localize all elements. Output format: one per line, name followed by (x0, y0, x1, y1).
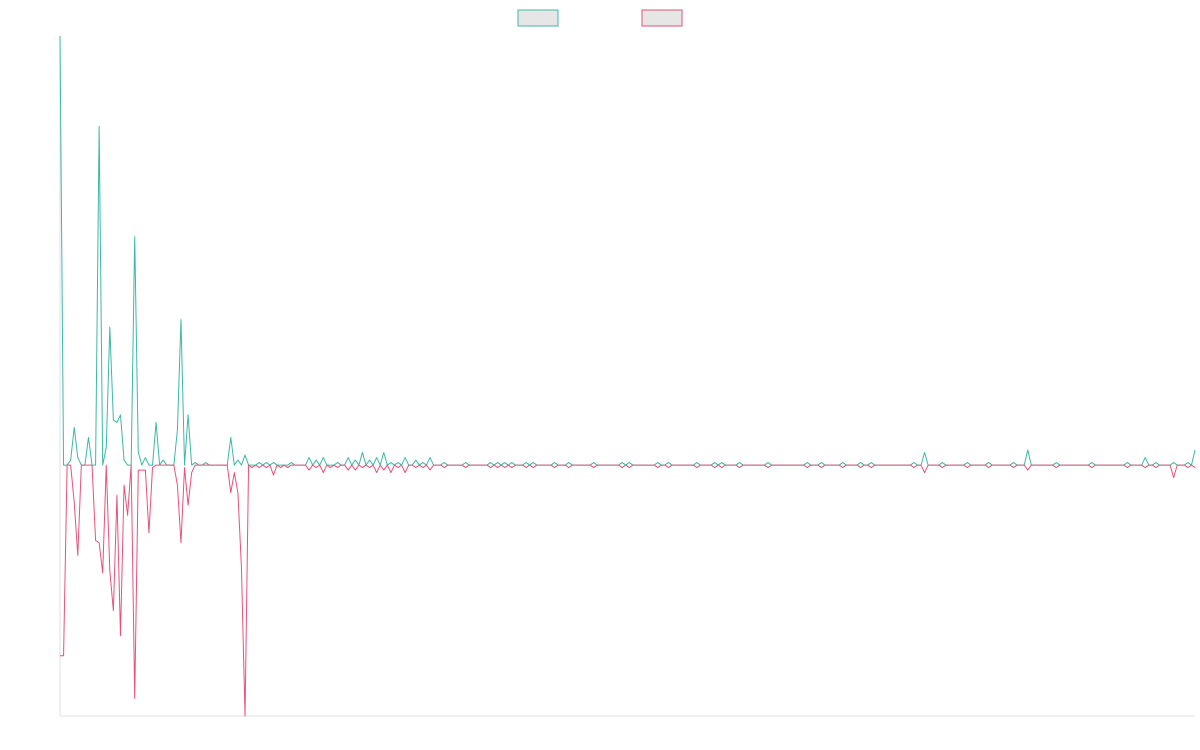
legend-item-1[interactable] (517, 9, 559, 27)
legend-item-2[interactable] (641, 9, 683, 27)
series-line-1[interactable] (59, 35, 1196, 466)
legend[interactable] (517, 9, 683, 27)
plot-area (59, 35, 1196, 717)
series-line-2[interactable] (60, 464, 1196, 717)
legend-swatch-1[interactable] (517, 9, 559, 27)
legend-swatch-2[interactable] (641, 9, 683, 27)
series-layer (59, 35, 1196, 717)
